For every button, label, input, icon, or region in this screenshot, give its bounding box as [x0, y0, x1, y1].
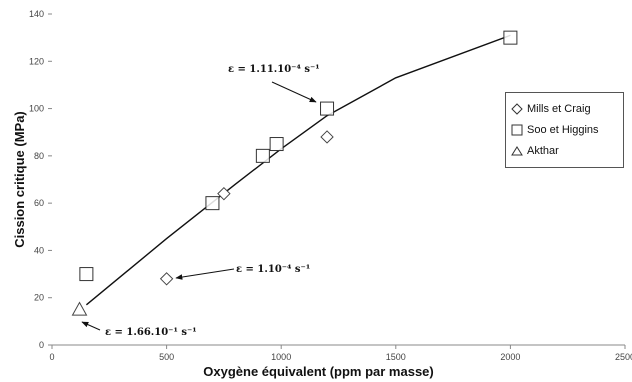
x-axis-title: Oxygène équivalent (ppm par masse): [203, 364, 433, 379]
y-axis-title: Cission critique (MPa): [12, 111, 27, 248]
y-tick-label: 20: [34, 293, 44, 303]
square-point: [205, 196, 220, 211]
square-point: [503, 30, 518, 45]
annotation-label: ε = 1.11.10⁻⁴ s⁻¹: [228, 64, 320, 75]
legend-label-mills: Mills et Craig: [527, 102, 591, 115]
y-tick-label: 40: [34, 245, 44, 255]
square-point: [320, 101, 335, 116]
legend-label-akthar: Akthar: [527, 144, 559, 157]
data-points: [71, 30, 518, 316]
legend-item-mills: Mills et Craig: [510, 98, 619, 119]
y-tick-label: 140: [29, 9, 44, 19]
x-tick-label: 0: [49, 352, 54, 362]
square-point: [269, 137, 284, 152]
x-tick-label: 1500: [386, 352, 406, 362]
square-point: [255, 148, 270, 163]
annotations: ε = 1.11.10⁻⁴ s⁻¹ ε = 1.10⁻⁴ s⁻¹ ε = 1.66.…: [81, 64, 320, 338]
square-point: [79, 267, 94, 282]
annotation-arrow: [81, 321, 101, 331]
triangle-point: [71, 301, 88, 316]
y-tick-label: 80: [34, 151, 44, 161]
square-marker-icon: [511, 124, 523, 135]
diamond-point: [320, 130, 334, 144]
legend-label-soo: Soo et Higgins: [527, 123, 599, 136]
x-tick-label: 2000: [500, 352, 520, 362]
diamond-point: [217, 186, 231, 201]
legend-item-akthar: Akthar: [510, 140, 619, 161]
annotation-label: ε = 1.66.10⁻¹ s⁻¹: [105, 327, 197, 338]
annotation-label: ε = 1.10⁻⁴ s⁻¹: [236, 264, 310, 275]
y-tick-label: 100: [29, 104, 44, 114]
annotation-arrow: [271, 81, 317, 103]
y-tick-label: 60: [34, 198, 44, 208]
diamond-point: [159, 272, 174, 286]
x-tick-label: 500: [159, 352, 174, 362]
annotation-arrow: [175, 268, 235, 280]
x-tick-label: 1000: [271, 352, 291, 362]
y-tick-label: 120: [29, 56, 44, 66]
legend: Mills et Craig Soo et Higgins Akthar: [505, 92, 624, 168]
diamond-marker-icon: [511, 102, 523, 115]
legend-item-soo: Soo et Higgins: [510, 119, 619, 140]
y-tick-label: 0: [39, 340, 44, 350]
triangle-marker-icon: [511, 145, 523, 155]
